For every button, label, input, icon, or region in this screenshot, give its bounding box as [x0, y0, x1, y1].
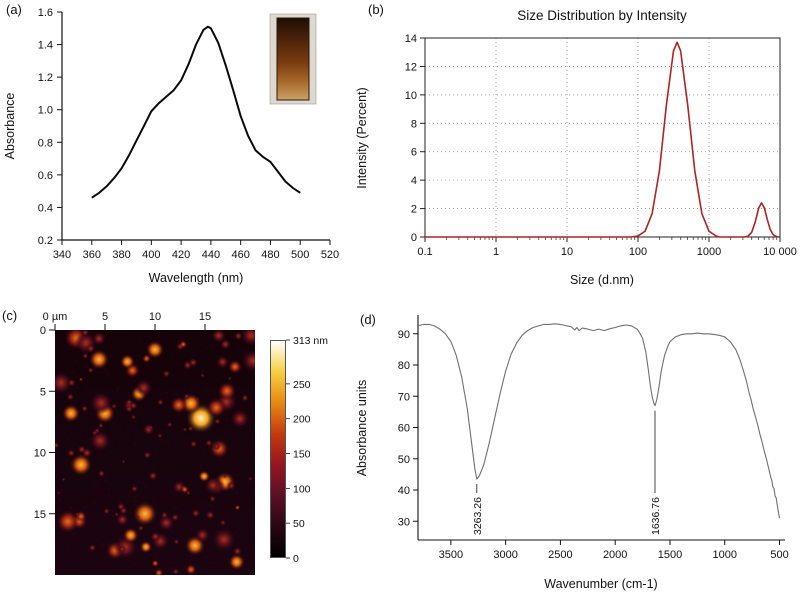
d-y-tick-label: 50: [398, 454, 410, 466]
b-y-axis-label: Intensity (Percent): [355, 87, 369, 188]
peak-annotation-label: 1636.76: [650, 497, 662, 535]
d-y-tick-label: 90: [398, 329, 410, 341]
a-y-tick-label: 1.6: [38, 7, 53, 19]
colorbar-tick-label: 200: [293, 414, 311, 426]
a-y-tick-label: 0.6: [38, 170, 53, 182]
a-y-tick-label: 1.2: [38, 72, 53, 84]
panel-a-uvvis: (a) Wavelength (nm) Absorbance 340 360 380…: [0, 0, 345, 295]
a-x-tick-label: 360: [83, 249, 101, 261]
a-x-axis-label: Wavelength (nm): [149, 271, 244, 285]
b-y-tick-label: 8: [411, 118, 417, 130]
a-y-tick-label: 0.2: [38, 235, 53, 247]
colorbar-tick-label: 250: [293, 379, 311, 391]
cuvette-photo: [276, 17, 310, 101]
a-x-tick-label: 520: [321, 249, 339, 261]
c-left-tick-label: 10: [34, 448, 46, 460]
a-x-tick-label: 460: [231, 249, 249, 261]
d-x-tick-label: 3000: [493, 549, 517, 561]
b-y-tick-label: 10: [405, 90, 417, 102]
ftir-spectrum-curve: [417, 323, 781, 519]
b-x-tick-label: 10: [561, 246, 573, 258]
b-plot-border: [424, 37, 781, 238]
b-y-tick-label: 6: [411, 147, 417, 159]
a-y-tick-label: 1.0: [38, 105, 53, 117]
panel-d-ftir: (d) Wavenumber (cm-1) Absorbance units 3…: [350, 300, 800, 600]
b-y-tick-label: 0: [411, 232, 417, 244]
peak-annotation-label: 3263.26: [472, 497, 484, 535]
a-x-tick-label: 380: [112, 249, 130, 261]
b-y-tick-label: 2: [411, 204, 417, 216]
d-x-tick-label: 500: [770, 549, 788, 561]
a-x-tick-label: 400: [142, 249, 160, 261]
size-distribution-curve: [425, 41, 779, 238]
d-x-tick-label: 1500: [658, 549, 682, 561]
a-x-tick-label: 340: [53, 249, 71, 261]
colorbar-tick-label: 0: [293, 553, 299, 565]
d-x-tick-label: 2000: [603, 549, 627, 561]
dls-chart: Size Distribution by Intensity Size (d.n…: [355, 8, 797, 287]
uvvis-absorbance-curve: [91, 25, 301, 199]
d-x-tick-label: 2500: [548, 549, 572, 561]
b-x-axis-label: Size (d.nm): [570, 273, 634, 287]
d-x-tick-label: 3500: [439, 549, 463, 561]
c-top-tick-label: 15: [199, 311, 211, 323]
b-x-tick-label: 1: [493, 246, 499, 258]
b-x-tick-label: 10 000: [763, 246, 797, 258]
colorbar-tick-label: 313 nm: [293, 335, 328, 347]
uvvis-chart: Wavelength (nm) Absorbance 340 360 380 400 4…: [3, 7, 339, 285]
c-top-tick-label: 0 µm: [43, 311, 68, 323]
colorbar-tick-label: 50: [293, 518, 305, 530]
c-top-tick-label: 10: [149, 311, 161, 323]
a-y-tick-label: 0.8: [38, 137, 53, 149]
b-y-tick-label: 14: [405, 33, 417, 45]
b-x-tick-label: 100: [629, 246, 647, 258]
d-y-tick-label: 40: [398, 485, 410, 497]
a-x-tick-label: 480: [261, 249, 279, 261]
panel-d-label: (d): [360, 312, 376, 327]
colorbar-tick-label: 100: [293, 483, 311, 495]
panel-a-label: (a): [6, 2, 22, 17]
d-y-axis-label: Absorbance units: [355, 380, 369, 477]
d-x-axis-label: Wavenumber (cm-1): [544, 577, 657, 591]
d-y-tick-label: 80: [398, 360, 410, 372]
panel-b-label: (b): [368, 2, 384, 17]
b-chart-title: Size Distribution by Intensity: [517, 8, 687, 23]
a-x-tick-label: 440: [202, 249, 220, 261]
afm-colorbar: [270, 340, 286, 558]
a-y-axis-label: Absorbance: [3, 93, 17, 160]
c-left-tick-label: 5: [40, 386, 46, 398]
d-y-tick-label: 60: [398, 423, 410, 435]
colorbar-tick-label: 150: [293, 449, 311, 461]
c-left-tick-label: 15: [34, 509, 46, 521]
a-x-tick-label: 420: [172, 249, 190, 261]
afm-topography-image: [55, 330, 255, 575]
c-top-tick-label: 5: [102, 311, 108, 323]
b-y-tick-label: 12: [405, 61, 417, 73]
b-x-tick-label: 1000: [697, 246, 721, 258]
d-y-tick-label: 30: [398, 516, 410, 528]
panel-b-size-distribution: (b) Size Distribution by Intensity Size …: [350, 0, 800, 295]
panel-c-label: (c): [2, 308, 18, 323]
b-x-tick-label: 0.1: [417, 246, 432, 258]
d-y-tick-label: 70: [398, 391, 410, 403]
d-x-tick-label: 1000: [713, 549, 737, 561]
a-x-tick-label: 500: [291, 249, 309, 261]
b-y-tick-label: 4: [411, 175, 417, 187]
ftir-chart: Wavenumber (cm-1) Absorbance units 30 40 5…: [355, 315, 789, 591]
panel-c-afm-image: (c) 0 µm 5 10 15 0 5 10 15 313 nm 250 200 150 100 50 0: [0, 300, 345, 600]
c-left-tick-label: 0: [40, 325, 46, 337]
a-y-tick-label: 1.4: [38, 40, 53, 52]
a-y-tick-label: 0.4: [38, 202, 53, 214]
